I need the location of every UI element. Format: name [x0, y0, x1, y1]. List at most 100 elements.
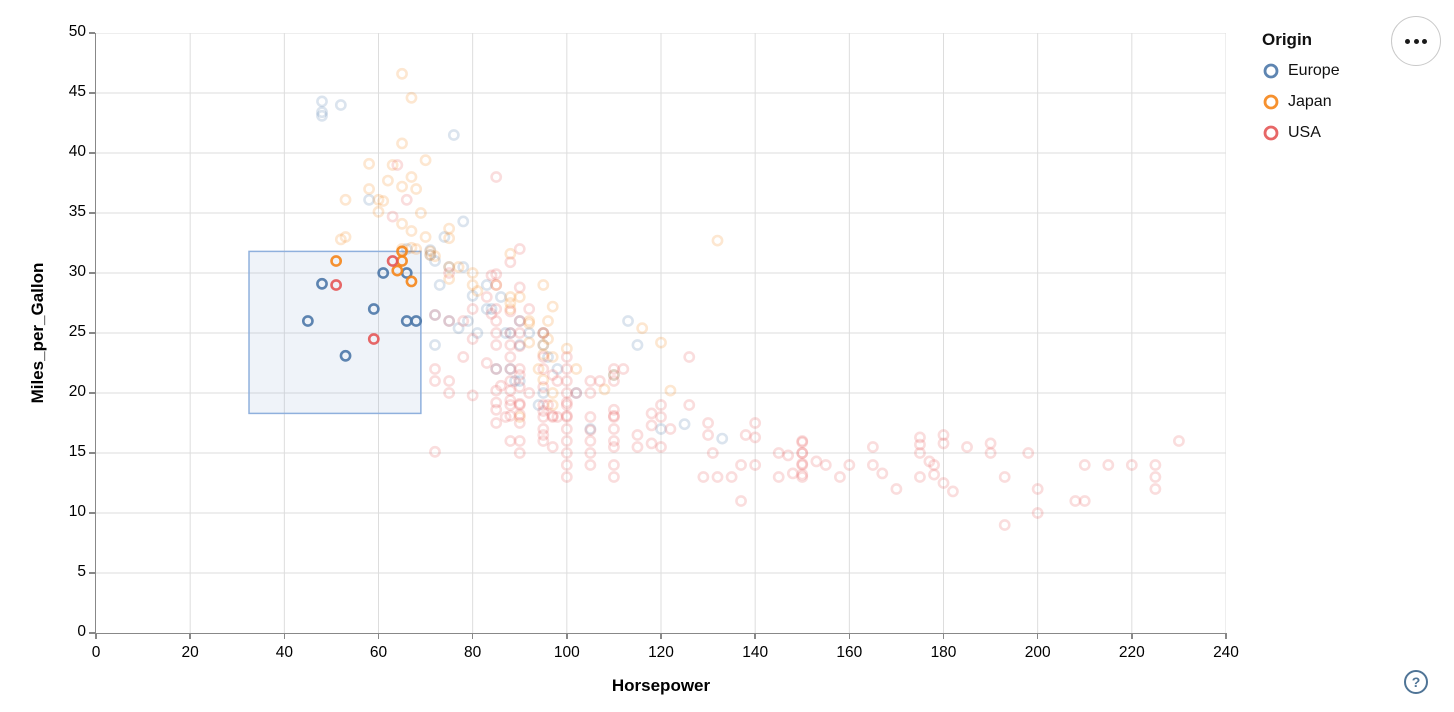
data-point[interactable] [655, 336, 667, 349]
data-point[interactable] [631, 429, 644, 441]
data-point[interactable] [537, 435, 550, 447]
data-point[interactable] [749, 431, 762, 444]
data-point[interactable] [655, 399, 667, 411]
data-point[interactable] [495, 291, 507, 303]
data-point[interactable] [537, 327, 550, 339]
data-point[interactable] [429, 309, 441, 321]
data-point[interactable] [504, 327, 517, 339]
data-point[interactable] [513, 381, 526, 393]
data-point[interactable] [457, 215, 470, 228]
data-point[interactable] [443, 261, 456, 273]
data-point[interactable] [429, 375, 441, 387]
data-point[interactable] [560, 459, 573, 471]
data-point[interactable] [655, 423, 667, 435]
data-point[interactable] [504, 394, 517, 407]
data-point[interactable] [414, 207, 427, 219]
data-point[interactable] [443, 273, 456, 285]
data-point[interactable] [419, 154, 432, 167]
data-point[interactable] [546, 351, 559, 363]
data-point[interactable] [1031, 507, 1044, 519]
data-point[interactable] [490, 363, 503, 375]
data-point[interactable] [546, 399, 559, 411]
data-point[interactable] [457, 315, 470, 327]
data-point[interactable] [570, 387, 583, 399]
data-point[interactable] [513, 435, 526, 447]
data-point[interactable] [716, 432, 729, 445]
data-point[interactable] [523, 315, 536, 327]
data-point[interactable] [664, 384, 677, 397]
data-point[interactable] [1149, 459, 1162, 471]
data-point[interactable] [490, 171, 503, 183]
legend-item-japan[interactable]: Japan [1262, 91, 1340, 113]
data-point[interactable] [843, 459, 856, 471]
data-point[interactable] [537, 387, 550, 399]
data-point[interactable] [1125, 459, 1138, 471]
data-point[interactable] [513, 363, 526, 375]
data-point[interactable] [608, 403, 620, 416]
data-point[interactable] [537, 381, 550, 393]
data-point[interactable] [513, 369, 526, 381]
data-point[interactable] [334, 99, 347, 111]
data-point[interactable] [584, 447, 597, 459]
data-point[interactable] [316, 106, 328, 119]
data-point[interactable] [504, 291, 517, 303]
data-point[interactable] [782, 449, 795, 462]
data-point[interactable] [316, 109, 328, 122]
data-point[interactable] [961, 441, 973, 453]
data-point[interactable] [504, 409, 517, 422]
data-point[interactable] [560, 423, 573, 435]
data-point[interactable] [363, 193, 375, 206]
data-point[interactable] [513, 327, 526, 339]
data-point[interactable] [834, 471, 846, 483]
data-point-selected[interactable] [367, 333, 380, 345]
data-point[interactable] [405, 91, 418, 104]
data-point[interactable] [772, 447, 785, 459]
data-point[interactable] [1078, 459, 1091, 471]
data-point[interactable] [914, 438, 926, 451]
data-point[interactable] [316, 95, 328, 108]
data-point[interactable] [443, 375, 456, 387]
data-point[interactable] [796, 457, 809, 470]
data-point[interactable] [466, 279, 479, 291]
data-point[interactable] [504, 303, 517, 315]
data-point[interactable] [466, 289, 479, 302]
data-point[interactable] [923, 455, 936, 468]
data-point[interactable] [443, 387, 456, 399]
data-point[interactable] [937, 477, 950, 489]
data-point[interactable] [796, 459, 809, 471]
data-point[interactable] [339, 231, 352, 243]
data-point[interactable] [1173, 435, 1185, 447]
data-point[interactable] [735, 495, 747, 507]
data-point[interactable] [542, 399, 554, 411]
data-point[interactable] [443, 267, 456, 279]
data-point[interactable] [490, 339, 503, 351]
data-point[interactable] [584, 423, 597, 435]
data-point[interactable] [499, 411, 512, 423]
data-point[interactable] [542, 351, 554, 363]
data-point[interactable] [490, 327, 503, 339]
data-point[interactable] [504, 297, 517, 309]
data-point-selected[interactable] [367, 303, 380, 315]
data-point[interactable] [485, 307, 498, 320]
data-point[interactable] [537, 339, 550, 351]
data-point[interactable] [405, 171, 418, 183]
data-point[interactable] [890, 483, 903, 495]
data-point[interactable] [513, 340, 526, 353]
data-point[interactable] [485, 269, 498, 282]
data-point[interactable] [447, 129, 460, 141]
data-point[interactable] [490, 279, 503, 291]
data-point[interactable] [706, 447, 719, 459]
data-point[interactable] [424, 249, 437, 261]
data-point[interactable] [537, 429, 550, 441]
data-point[interactable] [560, 387, 573, 399]
help-button[interactable]: ? [1404, 670, 1428, 694]
data-point[interactable] [622, 315, 634, 327]
data-point[interactable] [796, 435, 809, 447]
data-point[interactable] [429, 255, 441, 267]
data-point[interactable] [405, 225, 418, 237]
data-point-selected[interactable] [330, 279, 343, 291]
data-point-selected[interactable] [405, 275, 418, 288]
data-point[interactable] [584, 387, 597, 399]
data-point[interactable] [424, 249, 437, 261]
data-point[interactable] [462, 315, 474, 327]
